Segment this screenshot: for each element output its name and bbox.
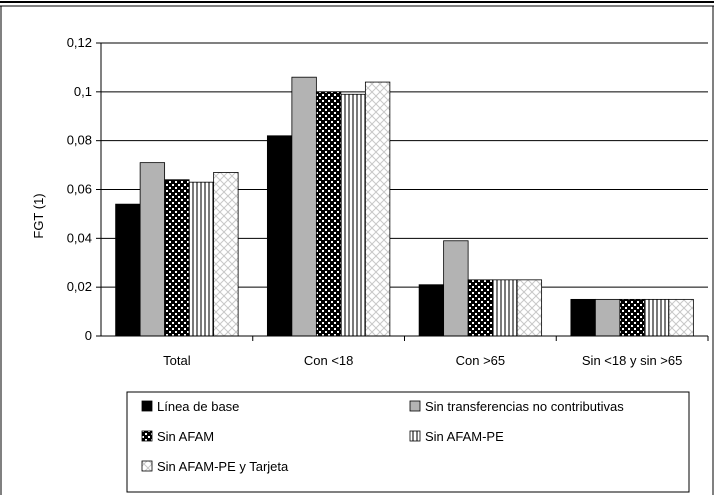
- y-tick-label: 0,04: [67, 230, 92, 245]
- bar: [443, 240, 469, 337]
- legend: Línea de base Sin transferencias no contr…: [126, 391, 690, 493]
- legend-box: [126, 391, 690, 493]
- bar: [418, 284, 445, 337]
- bar: [139, 162, 166, 337]
- bar: [467, 279, 494, 337]
- bar: [315, 91, 342, 337]
- bar: [213, 172, 239, 337]
- y-tick-label: 0,06: [67, 182, 92, 197]
- legend-label: Sin AFAM-PE y Tarjeta: [157, 459, 289, 474]
- y-tick-label: 0,02: [67, 279, 92, 294]
- y-tick-label: 0,12: [67, 35, 92, 50]
- bar: [340, 93, 366, 337]
- bars: [115, 76, 694, 337]
- y-tick-label: 0,1: [74, 84, 92, 99]
- x-tick-label: Total: [163, 353, 191, 368]
- x-tick-label: Con <18: [304, 353, 354, 368]
- bar: [594, 298, 621, 337]
- x-tick-label: Con >65: [456, 353, 506, 368]
- legend-swatch: [409, 400, 421, 412]
- axes: 0 0,02 0,04 0,06 0,08 0,1 0,12 Total Con <18 Con …: [67, 35, 709, 368]
- legend-swatch: [141, 430, 153, 442]
- bar: [266, 135, 293, 337]
- legend-swatch: [141, 460, 153, 472]
- bar: [619, 298, 645, 337]
- legend-swatch: [409, 430, 421, 442]
- bar: [188, 181, 215, 337]
- y-axis-title: FGT (1): [31, 193, 46, 238]
- bar: [115, 203, 141, 337]
- y-tick-label: 0: [85, 328, 92, 343]
- bar: [492, 279, 518, 337]
- bar: [291, 76, 317, 337]
- legend-label: Sin transferencias no contributivas: [425, 399, 624, 414]
- legend-swatch: [141, 400, 153, 412]
- x-tick-label: Sin <18 y sin >65: [582, 353, 682, 368]
- legend-label: Línea de base: [157, 399, 239, 414]
- bar: [364, 81, 391, 337]
- bar: [668, 298, 694, 337]
- y-tick-label: 0,08: [67, 133, 92, 148]
- bar: [643, 298, 670, 337]
- bar: [164, 179, 190, 337]
- legend-label: Sin AFAM: [157, 429, 214, 444]
- bar: [570, 298, 596, 337]
- bar: [516, 279, 543, 337]
- legend-label: Sin AFAM-PE: [425, 429, 504, 444]
